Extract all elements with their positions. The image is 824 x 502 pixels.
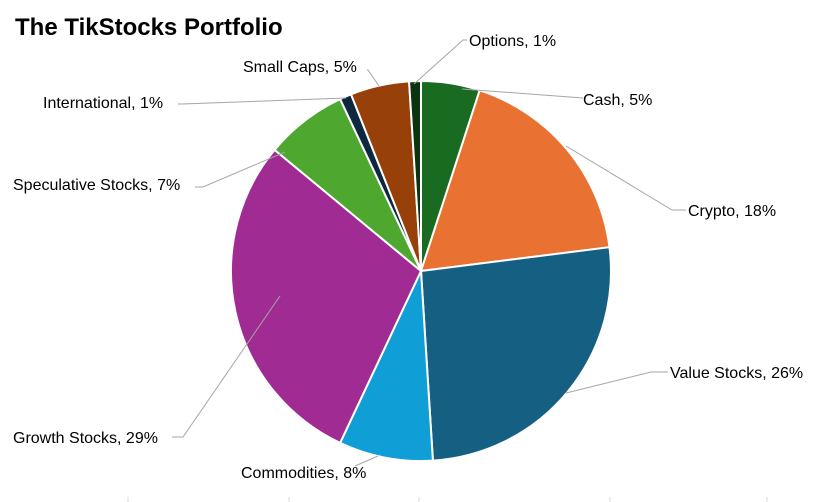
leader-line-speculative-stocks [195,151,286,188]
leader-line-options [413,39,467,85]
leader-line-commodities [354,455,379,467]
pie-slice-value-stocks [419,246,612,462]
leader-line-cash [461,88,584,99]
data-label-options: Options, 1% [469,33,556,50]
leader-line-small-caps [367,69,380,87]
data-label-speculative-stocks: Speculative Stocks, 7% [13,177,180,194]
data-label-small-caps: Small Caps, 5% [243,59,357,76]
slices-layer [230,79,612,462]
data-label-international: International, 1% [43,95,163,112]
data-label-growth-stocks: Growth Stocks, 29% [13,430,158,447]
data-label-commodities: Commodities, 8% [241,465,366,482]
leader-lines-layer [172,39,686,467]
data-label-value-stocks: Value Stocks, 26% [670,365,803,382]
data-labels-layer: Cash, 5% Crypto, 18% Value Stocks, 26% Comm… [13,33,803,482]
leader-line-growth-stocks [172,295,281,438]
bottom-gridline-ticks [127,497,768,502]
pie-slice-options [408,79,422,272]
chart-title: The TikStocks Portfolio [15,14,283,41]
pie-slice-growth-stocks [230,148,423,445]
data-label-cash: Cash, 5% [583,92,652,109]
leader-line-crypto [565,145,686,211]
data-label-crypto: Crypto, 18% [688,203,776,220]
leader-line-international [178,97,347,105]
pie-slice-commodities [338,270,434,462]
pie-slice-crypto [419,89,611,273]
leader-line-value-stocks [565,371,668,394]
